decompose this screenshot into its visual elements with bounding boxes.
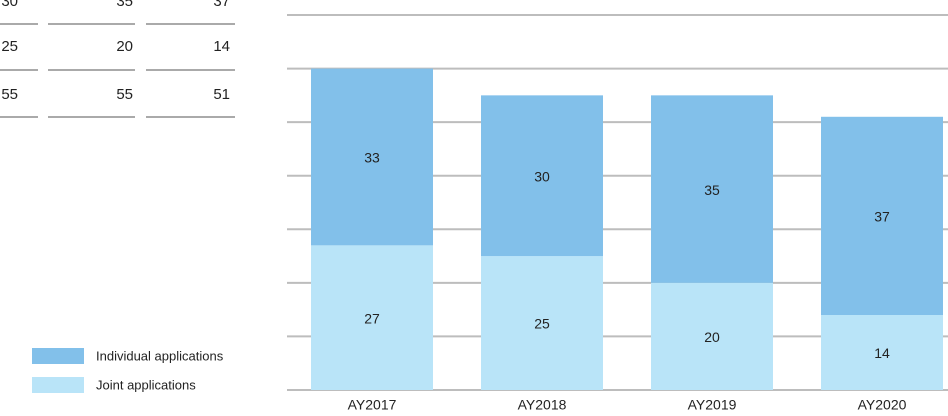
- table-cell: 35: [116, 0, 133, 10]
- table-cell: 14: [213, 38, 230, 55]
- bar-segment: [821, 116, 943, 316]
- data-label: 25: [534, 316, 550, 332]
- legend-label: Joint applications: [96, 377, 196, 392]
- table-cell: 51: [213, 86, 230, 103]
- table-cell: 55: [116, 86, 133, 103]
- data-label: 35: [704, 182, 720, 198]
- bar-segment: [311, 245, 433, 390]
- legend-label: Individual applications: [96, 348, 224, 363]
- x-tick-label: AY2019: [688, 397, 737, 413]
- bar-segment: [481, 256, 603, 390]
- table-cell: 20: [116, 38, 133, 55]
- legend-swatch: [32, 348, 84, 364]
- x-tick-label: AY2020: [858, 397, 907, 413]
- legend-swatch: [32, 377, 84, 393]
- data-label: 27: [364, 310, 380, 326]
- bar-segment: [651, 95, 773, 283]
- x-tick-label: AY2017: [348, 397, 397, 413]
- bar-segment: [821, 315, 943, 390]
- data-label: 33: [364, 150, 380, 166]
- data-label: 37: [874, 209, 890, 225]
- table-cell: 25: [1, 38, 18, 55]
- x-tick-label: AY2018: [518, 397, 567, 413]
- bar-segment: [311, 68, 433, 246]
- bar-segment: [651, 282, 773, 390]
- table-cell: 37: [213, 0, 230, 10]
- table-cell: 55: [1, 86, 18, 103]
- table-cell: 30: [1, 0, 18, 10]
- data-label: 14: [874, 345, 890, 361]
- bar-segment: [481, 95, 603, 257]
- data-label: 20: [704, 329, 720, 345]
- data-label: 30: [534, 168, 550, 184]
